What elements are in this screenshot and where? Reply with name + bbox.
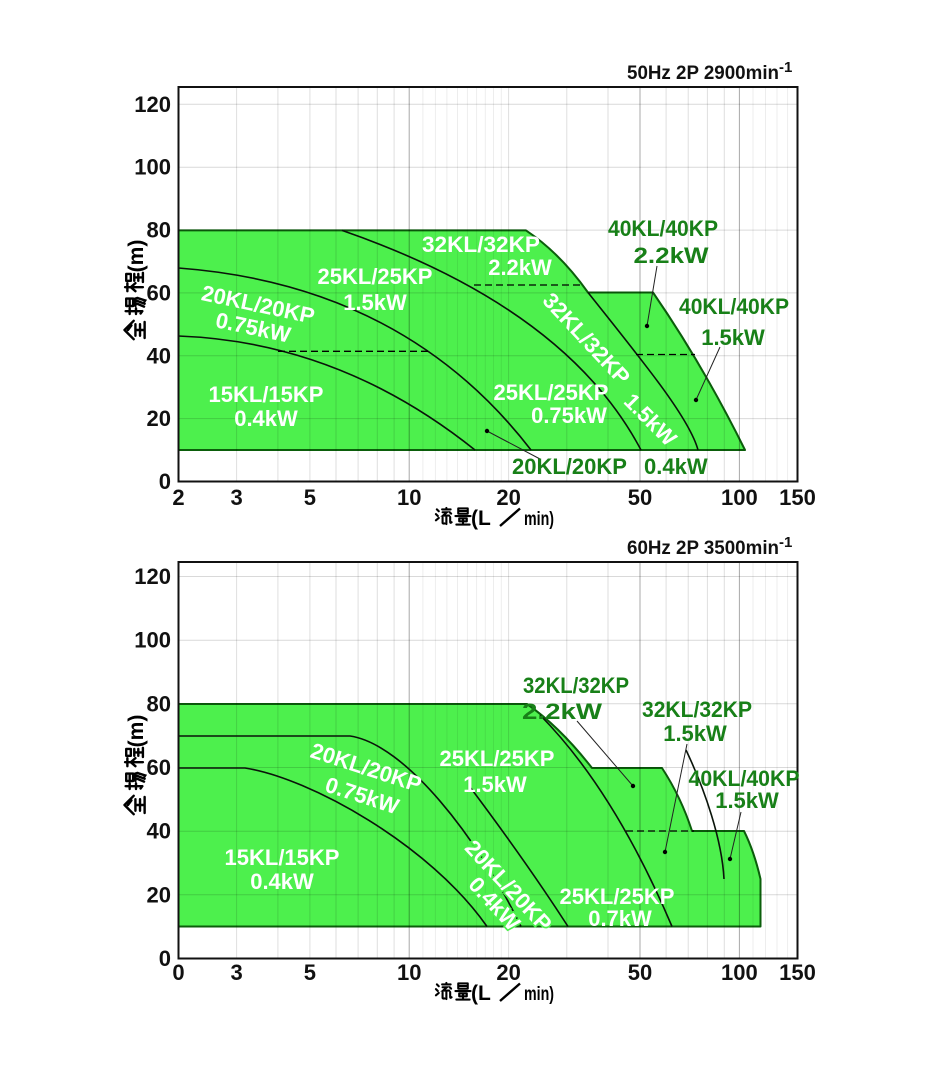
svg-text:2.2kW: 2.2kW (634, 243, 709, 268)
svg-text:60: 60 (147, 755, 171, 780)
svg-text:150: 150 (779, 485, 816, 510)
svg-text:10: 10 (397, 485, 421, 510)
svg-text:5: 5 (304, 960, 316, 985)
svg-text:0.75kW: 0.75kW (531, 403, 607, 428)
svg-text:min): min) (524, 984, 554, 1005)
svg-text:15KL/15KP: 15KL/15KP (225, 845, 340, 870)
svg-text:40KL/40KP: 40KL/40KP (689, 766, 800, 791)
svg-text:25KL/25KP: 25KL/25KP (560, 884, 675, 909)
svg-text:20: 20 (496, 485, 520, 510)
svg-text:60Hz 2P 3500min: 60Hz 2P 3500min (627, 538, 779, 559)
svg-text:(L: (L (471, 982, 491, 1005)
svg-text:0: 0 (159, 946, 171, 971)
svg-text:0: 0 (172, 960, 184, 985)
svg-text:100: 100 (721, 960, 758, 985)
svg-text:0: 0 (159, 469, 171, 494)
svg-text:(L: (L (471, 507, 491, 530)
svg-text:100: 100 (721, 485, 758, 510)
svg-text:15KL/15KP: 15KL/15KP (209, 382, 324, 407)
svg-text:1.5kW: 1.5kW (343, 290, 407, 315)
svg-text:100: 100 (134, 628, 171, 653)
svg-text:1.5kW: 1.5kW (701, 325, 765, 350)
svg-text:20KL/20KP: 20KL/20KP (512, 454, 627, 479)
svg-text:10: 10 (397, 960, 421, 985)
svg-text:40: 40 (147, 343, 171, 368)
svg-text:1.5kW: 1.5kW (715, 788, 779, 813)
svg-text:50Hz 2P 2900min: 50Hz 2P 2900min (627, 63, 779, 84)
svg-text:(m): (m) (125, 240, 148, 273)
svg-text:0.4kW: 0.4kW (250, 869, 314, 894)
svg-text:50: 50 (628, 960, 652, 985)
svg-text:20: 20 (147, 406, 171, 431)
svg-text:20: 20 (147, 882, 171, 907)
svg-text:50: 50 (628, 485, 652, 510)
svg-text:-1: -1 (779, 59, 792, 76)
svg-text:40KL/40KP: 40KL/40KP (608, 216, 718, 241)
svg-text:2: 2 (172, 485, 184, 510)
svg-text:120: 120 (134, 92, 171, 117)
svg-text:0.7kW: 0.7kW (588, 906, 652, 931)
svg-text:32KL/32KP: 32KL/32KP (422, 232, 540, 257)
svg-text:60: 60 (147, 280, 171, 305)
svg-text:2.2kW: 2.2kW (522, 699, 602, 724)
svg-text:40: 40 (147, 819, 171, 844)
svg-text:25KL/25KP: 25KL/25KP (494, 380, 609, 405)
svg-text:100: 100 (134, 155, 171, 180)
svg-text:(m): (m) (125, 715, 148, 748)
svg-text:80: 80 (147, 218, 171, 243)
svg-text:2.2kW: 2.2kW (488, 255, 552, 280)
svg-text:25KL/25KP: 25KL/25KP (440, 746, 555, 771)
svg-text:80: 80 (147, 691, 171, 716)
svg-text:5: 5 (304, 485, 316, 510)
svg-text:25KL/25KP: 25KL/25KP (318, 264, 433, 289)
svg-text:32KL/32KP: 32KL/32KP (523, 673, 629, 698)
svg-text:1.5kW: 1.5kW (663, 721, 727, 746)
svg-text:120: 120 (134, 564, 171, 589)
svg-text:40KL/40KP: 40KL/40KP (679, 294, 789, 319)
svg-text:0.4kW: 0.4kW (234, 406, 298, 431)
svg-text:20: 20 (496, 960, 520, 985)
svg-text:3: 3 (231, 960, 243, 985)
svg-text:-1: -1 (779, 534, 792, 551)
svg-text:1.5kW: 1.5kW (463, 772, 527, 797)
svg-text:0.4kW: 0.4kW (644, 454, 708, 479)
svg-text:3: 3 (231, 485, 243, 510)
svg-text:min): min) (524, 509, 554, 530)
svg-text:32KL/32KP: 32KL/32KP (642, 697, 752, 722)
svg-text:150: 150 (779, 960, 816, 985)
